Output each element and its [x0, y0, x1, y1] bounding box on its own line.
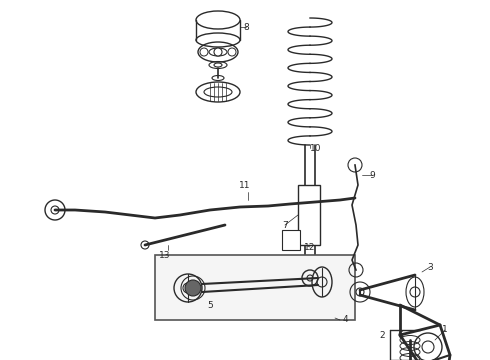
Text: 2: 2 — [379, 330, 385, 339]
Bar — [155, 255, 355, 320]
Circle shape — [214, 48, 222, 56]
Text: 13: 13 — [159, 251, 171, 260]
Bar — [298, 185, 320, 245]
Text: 1: 1 — [442, 325, 448, 334]
Text: 5: 5 — [207, 301, 213, 310]
Circle shape — [287, 236, 295, 244]
Text: 9: 9 — [369, 171, 375, 180]
Text: 8: 8 — [243, 23, 249, 32]
Text: 10: 10 — [310, 144, 322, 153]
Text: 11: 11 — [239, 180, 251, 189]
Text: 6: 6 — [397, 330, 403, 339]
Circle shape — [185, 280, 201, 296]
Text: 3: 3 — [427, 262, 433, 271]
Text: 7: 7 — [282, 220, 288, 230]
Text: 4: 4 — [342, 315, 348, 324]
Text: 12: 12 — [304, 243, 316, 252]
Bar — [282, 230, 300, 250]
